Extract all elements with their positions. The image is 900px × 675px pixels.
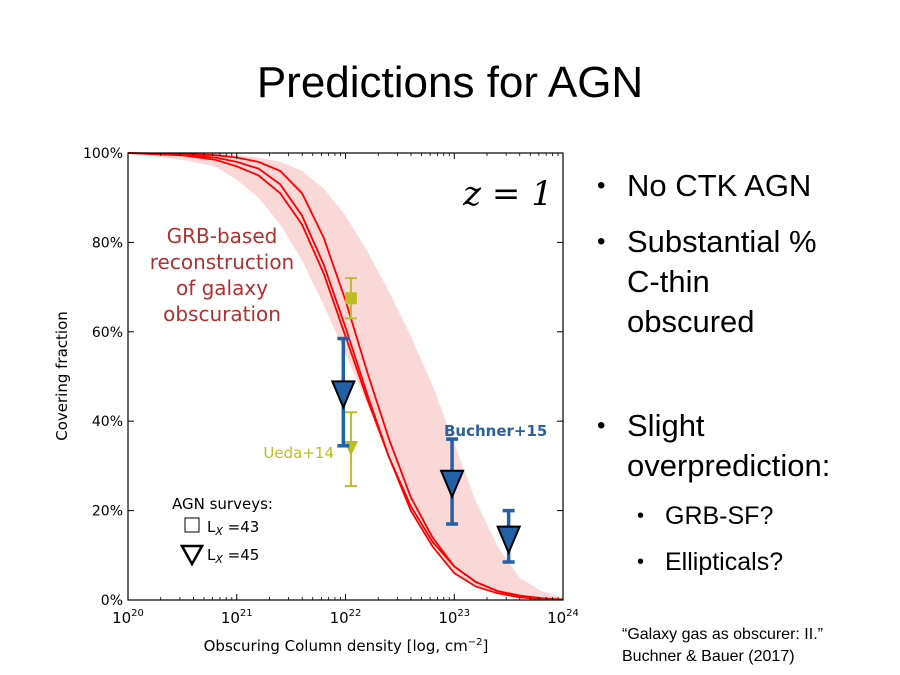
- grb-model-band: [128, 153, 563, 600]
- x-axis-label: Obscuring Column density [log, cm−2]: [204, 637, 489, 655]
- x-tick-label: 1024: [547, 608, 579, 627]
- y-tick-label: 60%: [92, 325, 123, 341]
- bullet-dot: •: [597, 228, 606, 255]
- slide-title: Predictions for AGN: [256, 58, 644, 107]
- legend-entry: LX =45: [207, 546, 259, 566]
- bullet-dot: •: [597, 412, 606, 439]
- x-tick-label: 1020: [112, 608, 144, 627]
- model-label-line: GRB-based: [167, 224, 278, 248]
- y-axis-label: Covering fraction: [53, 311, 71, 441]
- x-tick-label: 1021: [221, 608, 253, 627]
- bullet-text: Substantial %: [627, 224, 817, 259]
- survey-point-square: [344, 292, 357, 305]
- citation-title: “Galaxy gas as obscurer: II.”: [622, 626, 823, 643]
- survey-points: [330, 277, 522, 564]
- bullet-dot: •: [597, 172, 606, 199]
- citation-authors: Buchner & Bauer (2017): [622, 648, 795, 665]
- model-band-area: [128, 153, 563, 600]
- legend-title: AGN surveys:: [172, 495, 273, 513]
- bullet-text: C-thin: [627, 264, 710, 299]
- survey-point-triangle: [496, 525, 522, 556]
- survey-point-triangle: [343, 441, 358, 457]
- model-curve: [127, 152, 564, 601]
- y-tick-label: 20%: [92, 504, 123, 520]
- series-label-buchner: Buchner+15: [444, 422, 547, 440]
- bullet-item: • Substantial % C-thin obscured: [597, 222, 897, 342]
- legend-entry: LX =43: [207, 518, 259, 538]
- survey-point-triangle: [439, 469, 465, 500]
- y-tick-label: 40%: [92, 414, 123, 430]
- bullet-item: • No CTK AGN: [597, 166, 897, 206]
- redshift-label: z = 1: [462, 174, 553, 214]
- sub-bullet-text: Ellipticals?: [665, 548, 784, 576]
- model-label-line: obscuration: [163, 302, 281, 326]
- bullet-text: No CTK AGN: [627, 168, 812, 203]
- y-tick-label: 0%: [101, 593, 123, 609]
- legend: AGN surveys: LX =43 LX =45: [172, 495, 273, 567]
- y-tick-label: 100%: [83, 146, 123, 162]
- legend-square-marker: [184, 517, 200, 533]
- bullet-dot: •: [637, 551, 645, 573]
- series-label-ueda: Ueda+14: [263, 444, 334, 462]
- axis-ticks: 1020 1021 1022 1023 1024 0% 20% 40% 60% 80% 100%: [83, 146, 579, 627]
- x-tick-label: 1022: [330, 608, 362, 627]
- model-label-line: of galaxy: [176, 276, 268, 300]
- sub-bullet-text: GRB-SF?: [665, 502, 774, 530]
- survey-point-triangle: [330, 380, 356, 410]
- bullet-list: • No CTK AGN • Substantial % C-thin obsc…: [597, 166, 897, 578]
- model-label-line: reconstruction: [150, 250, 294, 274]
- sub-bullet-item: • Ellipticals?: [597, 546, 897, 578]
- bullet-text: Slight: [627, 408, 705, 443]
- bullet-dot: •: [637, 505, 645, 527]
- bullet-item: • Slight overprediction:: [597, 406, 897, 486]
- legend-triangle-marker: [179, 544, 205, 567]
- model-label: GRB-based reconstruction of galaxy obscu…: [150, 224, 294, 326]
- citation: “Galaxy gas as obscurer: II.” Buchner & …: [622, 624, 823, 668]
- y-tick-label: 80%: [92, 235, 123, 251]
- bullet-text: obscured: [627, 304, 755, 339]
- bullet-text: overprediction:: [627, 448, 831, 483]
- x-tick-label: 1023: [438, 608, 470, 627]
- sub-bullet-item: • GRB-SF?: [597, 500, 897, 532]
